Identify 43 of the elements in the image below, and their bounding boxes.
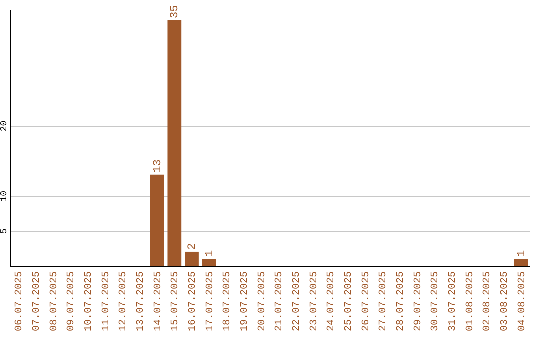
x-tick-label: 14.07.2025 — [153, 272, 164, 332]
x-tick-label: 09.07.2025 — [66, 272, 78, 332]
x-tick-label: 30.07.2025 — [430, 272, 442, 332]
x-tick-label: 21.07.2025 — [274, 272, 286, 332]
x-tick-label: 01.08.2025 — [465, 272, 476, 332]
data-label: 1 — [204, 250, 216, 257]
x-tick-label: 26.07.2025 — [361, 272, 372, 332]
x-tick-label: 31.07.2025 — [448, 272, 459, 332]
y-tick-label: 10 — [0, 190, 10, 202]
data-label: 13 — [152, 160, 164, 173]
data-label: 2 — [187, 243, 199, 250]
x-tick-label: 24.07.2025 — [326, 272, 338, 332]
x-tick-label: 06.07.2025 — [14, 272, 26, 332]
bar — [168, 20, 182, 266]
x-tick-label: 25.07.2025 — [344, 272, 355, 332]
y-tick-label: 20 — [0, 120, 10, 132]
x-tick-label: 19.07.2025 — [240, 272, 251, 332]
x-tick-label: 18.07.2025 — [222, 272, 234, 332]
bar — [185, 252, 199, 266]
bar — [150, 174, 164, 266]
x-tick-label: 22.07.2025 — [292, 272, 303, 332]
x-tick-label: 16.07.2025 — [188, 272, 199, 332]
bar — [202, 258, 216, 266]
x-tick-label: 11.07.2025 — [101, 272, 112, 332]
x-tick-label: 08.07.2025 — [49, 272, 60, 332]
x-tick-label: 27.07.2025 — [378, 272, 390, 332]
data-label: 35 — [170, 5, 182, 19]
x-tick-label: 03.08.2025 — [500, 272, 511, 332]
x-tick-label: 07.07.2025 — [32, 272, 43, 332]
x-tick-label: 10.07.2025 — [84, 272, 95, 332]
y-tick-label: 5 — [0, 228, 10, 234]
x-tick-label: 02.08.2025 — [482, 272, 494, 332]
x-tick-label: 29.07.2025 — [413, 272, 424, 332]
x-tick-label: 17.07.2025 — [205, 272, 216, 332]
x-tick-label: 23.07.2025 — [309, 272, 320, 332]
x-tick-label: 15.07.2025 — [170, 272, 182, 332]
data-label: 1 — [516, 250, 528, 257]
x-tick-label: 20.07.2025 — [257, 272, 268, 332]
x-tick-label: 04.08.2025 — [517, 272, 528, 332]
x-tick-label: 13.07.2025 — [136, 272, 147, 332]
bar — [514, 258, 528, 266]
x-tick-label: 12.07.2025 — [118, 272, 130, 332]
x-tick-label: 28.07.2025 — [396, 272, 407, 332]
